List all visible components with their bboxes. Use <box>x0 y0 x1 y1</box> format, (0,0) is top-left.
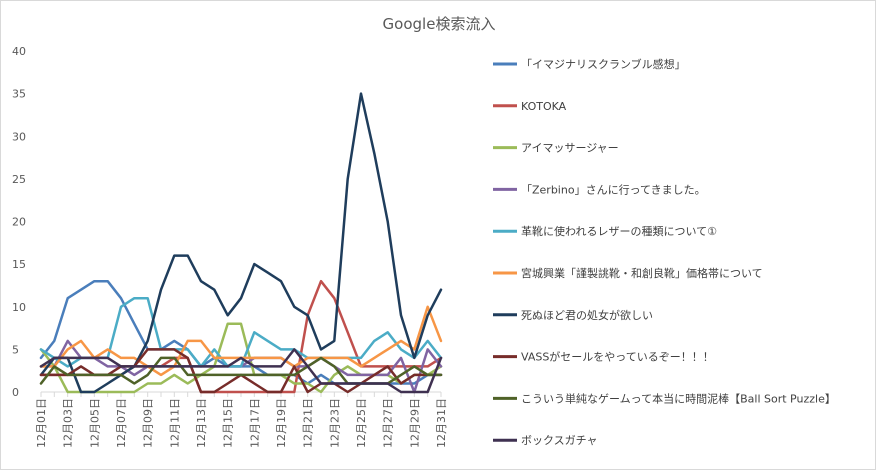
plot-series <box>39 92 443 394</box>
y-tick-label: 40 <box>12 45 26 58</box>
x-tick-label: 12月17日 <box>248 398 261 448</box>
y-tick-label: 10 <box>12 301 26 314</box>
x-axis: 12月01日 12月03日 12月05日 12月07日 12月09日 12月11日 12月1… <box>35 391 448 448</box>
legend-entry-label: 革靴に使われるレザーの種類について① <box>521 224 717 238</box>
x-tick-label: 12月23日 <box>328 398 341 448</box>
series-line <box>39 348 443 394</box>
x-tick-label: 12月03日 <box>62 398 75 448</box>
legend-entry-label: KOTOKA <box>521 100 567 113</box>
x-tick-label: 12月07日 <box>115 398 128 448</box>
series-line <box>39 296 443 368</box>
legend-entry-label: こういう単純なゲームって本当に時間泥棒【Ball Sort Puzzle】 <box>521 391 836 405</box>
y-tick-label: 0 <box>12 386 19 399</box>
x-tick-label: 12月31日 <box>435 398 448 448</box>
x-tick-label: 12月25日 <box>355 398 368 448</box>
x-tick-label: 12月13日 <box>195 398 208 448</box>
x-tick-label: 12月29日 <box>408 398 421 448</box>
y-tick-label: 30 <box>12 130 26 143</box>
legend-entry-label: 「Zerbino」さんに行ってきました。 <box>521 183 706 196</box>
x-tick-label: 12月11日 <box>168 398 181 448</box>
y-tick-label: 25 <box>12 173 26 186</box>
x-tick-label: 12月21日 <box>302 398 315 448</box>
x-tick-label: 12月05日 <box>88 398 101 448</box>
series-line <box>39 348 443 394</box>
legend-entry-label: ボックスガチャ <box>521 434 598 447</box>
x-tick-label: 12月19日 <box>275 398 288 448</box>
series-line <box>39 92 443 394</box>
x-tick-label: 12月27日 <box>382 398 395 448</box>
legend-entry-label: 宮城興業「謹製誂靴・和創良靴」価格帯について <box>521 266 763 280</box>
y-tick-label: 20 <box>12 216 26 229</box>
legend: 「イマジナリスクランブル感想」 KOTOKA アイマッサージャー「Zerbino」さ… <box>493 57 836 447</box>
legend-entry-label: 死ぬほど君の処女が欲しい <box>521 308 653 322</box>
x-tick-label: 12月15日 <box>222 398 235 448</box>
x-tick-label: 12月01日 <box>35 398 48 448</box>
y-tick-label: 5 <box>12 343 19 356</box>
chart-title: Google検索流入 <box>383 15 496 33</box>
x-tick-label: 12月09日 <box>142 398 155 448</box>
legend-entry-label: 「イマジナリスクランブル感想」 <box>521 57 686 71</box>
legend-entry-label: アイマッサージャー <box>521 142 619 155</box>
legend-entry-label: VASSがセールをやっているぞー！！！ <box>521 350 714 364</box>
y-tick-label: 15 <box>12 258 26 271</box>
y-axis: 0 5 10 15 20 25 30 35 40 <box>12 45 26 399</box>
y-tick-label: 35 <box>12 88 26 101</box>
